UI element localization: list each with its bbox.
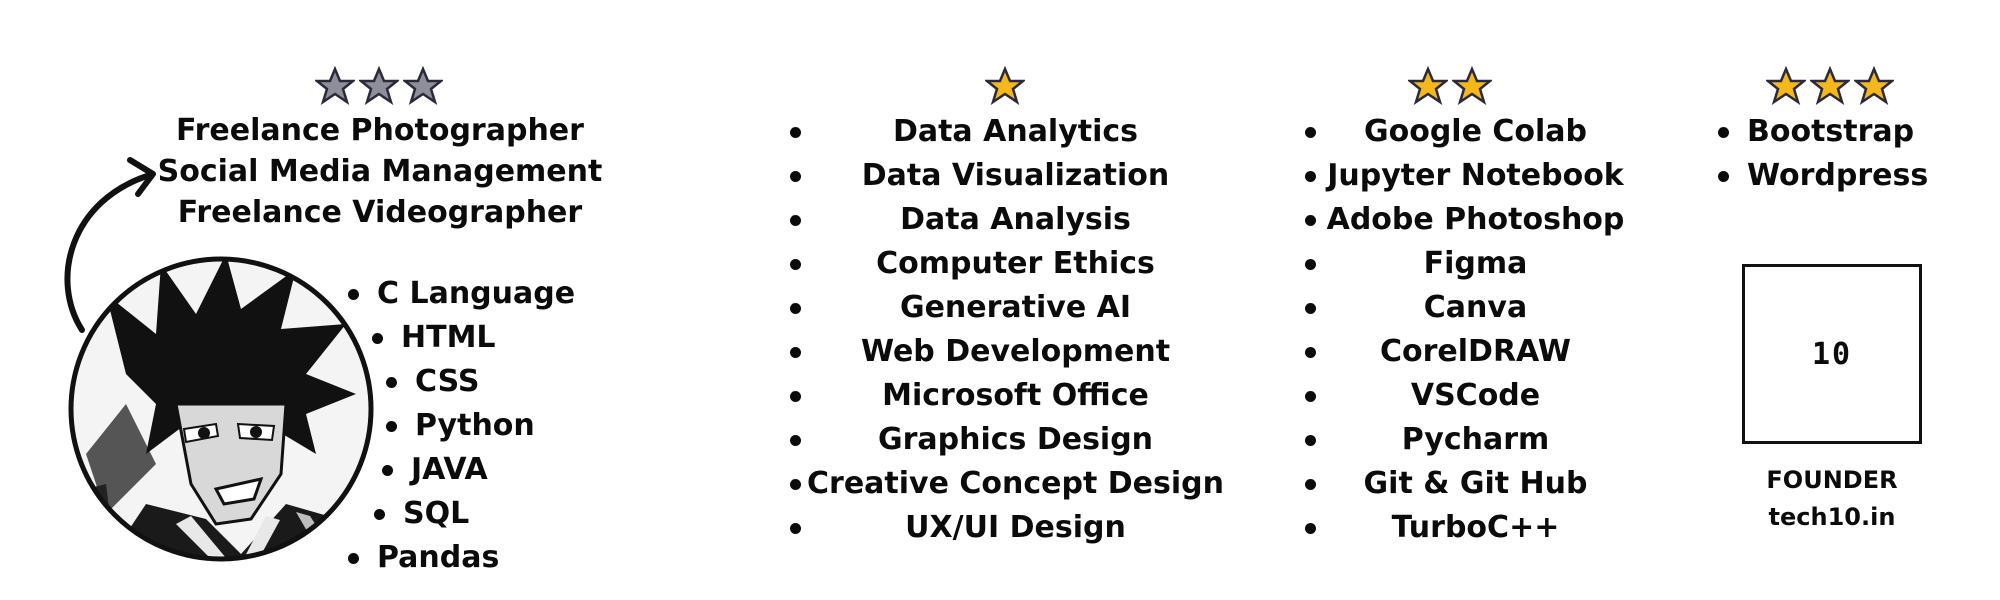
list-item: HTML [372, 316, 575, 360]
list-item: Google Colab [1305, 110, 1635, 154]
gold-star-icon [1854, 67, 1894, 104]
list-item: Data Visualization [790, 154, 1230, 198]
bullet-icon [790, 522, 801, 534]
bullet-icon [790, 170, 801, 182]
list-item: Figma [1305, 242, 1635, 286]
bullet-icon [382, 465, 393, 476]
list-item: Computer Ethics [790, 242, 1230, 286]
role-item: Freelance Photographer [176, 113, 584, 148]
bullet-icon [372, 333, 383, 344]
list-item: Microsoft Office [790, 374, 1230, 418]
list-item: Data Analysis [790, 198, 1230, 242]
bullet-icon [1305, 170, 1316, 182]
skills-list: Data Analytics Data Visualization Data A… [790, 110, 1230, 550]
list-item: TurboC++ [1305, 506, 1635, 550]
role-item: Social Media Management [157, 154, 603, 189]
list-item: C Language [348, 272, 575, 316]
list-item: Pycharm [1305, 418, 1635, 462]
stars-col2 [985, 66, 1025, 106]
role-item: Freelance Videographer [177, 195, 583, 230]
silver-star-icon [315, 67, 355, 104]
bullet-icon [790, 434, 801, 446]
list-item: CorelDRAW [1305, 330, 1635, 374]
list-item: JAVA [382, 448, 575, 492]
bullet-icon [386, 377, 397, 388]
founder-label: FOUNDER [1766, 466, 1898, 494]
bullet-icon [374, 509, 385, 520]
tools-list: Google Colab Jupyter Notebook Adobe Phot… [1305, 110, 1635, 550]
list-item: Git & Git Hub [1305, 462, 1635, 506]
bullet-icon [1305, 390, 1316, 402]
curved-arrow-icon [64, 157, 156, 333]
gold-star-icon [1408, 67, 1448, 104]
bullet-icon [790, 126, 801, 138]
bullet-icon [1305, 302, 1316, 314]
founder-caption: FOUNDER tech10.in [1732, 462, 1932, 536]
list-item: UX/UI Design [790, 506, 1230, 550]
list-item: Jupyter Notebook [1305, 154, 1635, 198]
bullet-icon [386, 421, 397, 432]
bullet-icon [348, 289, 359, 300]
list-item: Data Analytics [790, 110, 1230, 154]
list-item: VSCode [1305, 374, 1635, 418]
bullet-icon [1305, 258, 1316, 270]
bullet-icon [1718, 171, 1729, 182]
stars-col1 [315, 66, 443, 106]
bullet-icon [790, 346, 801, 358]
list-item: Creative Concept Design [790, 462, 1230, 506]
list-item: SQL [374, 492, 575, 536]
list-item: Web Development [790, 330, 1230, 374]
bullet-icon [1305, 126, 1316, 138]
bullet-icon [1305, 214, 1316, 226]
bullet-icon [1305, 346, 1316, 358]
list-item: Wordpress [1718, 154, 1928, 198]
gold-star-icon [1766, 67, 1806, 104]
list-item: Graphics Design [790, 418, 1230, 462]
language-list: C Language HTML CSS Python JAVA SQL Pand… [348, 272, 575, 580]
stars-col3 [1408, 66, 1492, 106]
bullet-icon [1305, 522, 1316, 534]
list-item: Pandas [348, 536, 575, 580]
bullet-icon [790, 478, 801, 490]
stars-col4 [1766, 66, 1894, 106]
cms-list: Bootstrap Wordpress [1718, 110, 1928, 198]
bullet-icon [790, 302, 801, 314]
gold-star-icon [1810, 67, 1850, 104]
gold-star-icon [985, 67, 1025, 104]
list-item: Python [386, 404, 575, 448]
bullet-icon [1305, 478, 1316, 490]
bullet-icon [348, 553, 359, 564]
logo-box: 10 [1742, 264, 1922, 444]
gold-star-icon [1452, 67, 1492, 104]
logo-text: 10 [1811, 336, 1853, 372]
list-item: Generative AI [790, 286, 1230, 330]
list-item: Adobe Photoshop [1305, 198, 1635, 242]
silver-star-icon [403, 67, 443, 104]
list-item: CSS [386, 360, 575, 404]
bullet-icon [1718, 127, 1729, 138]
bullet-icon [790, 214, 801, 226]
list-item: Bootstrap [1718, 110, 1928, 154]
silver-star-icon [359, 67, 399, 104]
website-label: tech10.in [1768, 503, 1896, 531]
bullet-icon [790, 390, 801, 402]
avatar [68, 256, 374, 562]
bullet-icon [1305, 434, 1316, 446]
list-item: Canva [1305, 286, 1635, 330]
roles-list: Freelance Photographer Social Media Mana… [100, 110, 660, 233]
bullet-icon [790, 258, 801, 270]
